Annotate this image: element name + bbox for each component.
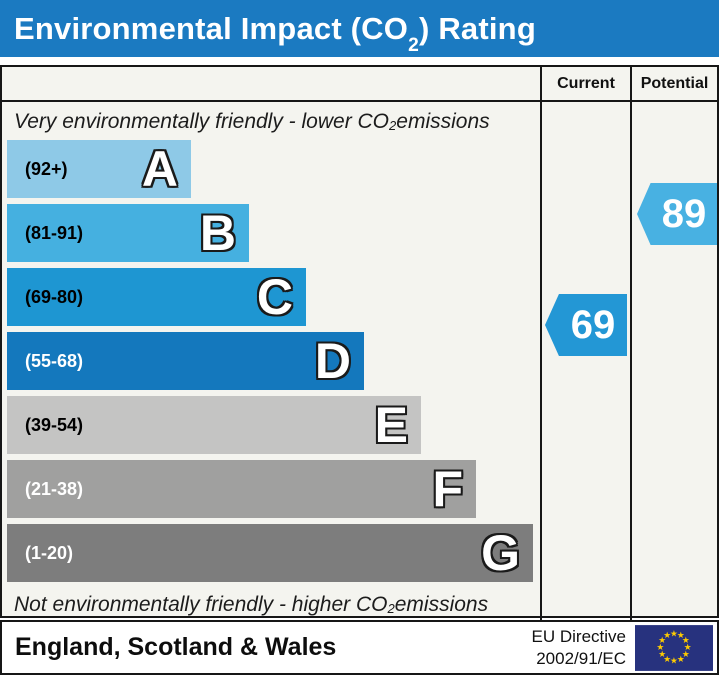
header-cell-potential: Potential [630,67,717,102]
svg-text:★: ★ [663,631,671,641]
footer-bar: England, Scotland & Wales EU Directive 2… [0,620,719,675]
band-letter: G [481,525,520,581]
band-bar-b: (81-91) B [7,204,249,262]
band-row-e: (39-54) E [2,396,540,454]
band-bar-f: (21-38) F [7,460,476,518]
band-range-label: (1-20) [25,542,74,563]
band-range-label: (55-68) [25,350,84,371]
svg-text:★: ★ [658,649,666,659]
band-row-a: (92+) A [2,140,540,198]
svg-text:★: ★ [684,643,692,653]
title-table-gap [0,57,719,65]
band-letter: B [199,205,236,261]
band-row-d: (55-68) D [2,332,540,390]
eu-directive-line1: EU Directive [531,627,626,647]
svg-text:★: ★ [670,656,678,666]
caption-bottom: Not environmentally friendly - higher CO… [14,593,489,616]
header-cell-main [2,67,540,102]
title-bar: Environmental Impact (CO2) Rating [0,0,719,57]
svg-text:★: ★ [670,629,678,639]
band-range-label: (21-38) [25,478,84,499]
band-row-g: (1-20) G [2,524,540,582]
band-letter: D [314,333,351,389]
eu-directive-line2: 2002/91/EC [536,648,626,668]
band-range-label: (69-80) [25,286,84,307]
band-bar-d: (55-68) D [7,332,364,390]
band-row-c: (69-80) C [2,268,540,326]
band-range-label: (92+) [25,158,68,179]
band-row-f: (21-38) F [2,460,540,518]
band-bar-a: (92+) A [7,140,191,198]
svg-text:★: ★ [682,636,690,646]
potential-rating-arrow: 89 [637,183,717,245]
eu-flag-icon: ★ ★ ★ ★ ★ ★ ★ ★ ★ ★ ★ ★ [635,624,713,671]
band-row-b: (81-91) B [2,204,540,262]
svg-text:★: ★ [677,631,685,641]
footer-region-label: England, Scotland & Wales [15,633,337,661]
svg-text:★: ★ [682,649,690,659]
current-rating-value: 69 [570,302,616,347]
band-letter: C [256,269,293,325]
bands-container: (92+) A (81-91) B (69-80) C (55-68) D (39-54) E (2… [2,140,540,582]
potential-column [630,102,717,622]
band-range-label: (81-91) [25,222,84,243]
svg-text:★: ★ [656,643,664,653]
band-letter: A [141,141,178,197]
potential-rating-value: 89 [661,191,707,236]
band-range-label: (39-54) [25,414,84,435]
svg-text:★: ★ [663,654,671,664]
band-letter: E [374,397,408,453]
svg-text:★: ★ [658,636,666,646]
rating-table: Current Potential Very environmentally f… [0,65,719,622]
current-column [540,102,630,622]
header-cell-current: Current [540,67,630,102]
page-title: Environmental Impact (CO2) Rating [14,10,536,57]
current-rating-arrow: 69 [545,294,627,356]
caption-top: Very environmentally friendly - lower CO… [14,110,490,133]
eu-directive-label: EU Directive 2002/91/EC [532,626,626,669]
svg-text:★: ★ [677,654,685,664]
band-letter: F [432,461,463,517]
band-bar-c: (69-80) C [7,268,306,326]
band-bar-e: (39-54) E [7,396,421,454]
band-bar-g: (1-20) G [7,524,533,582]
bands-column: Very environmentally friendly - lower CO… [2,102,540,622]
